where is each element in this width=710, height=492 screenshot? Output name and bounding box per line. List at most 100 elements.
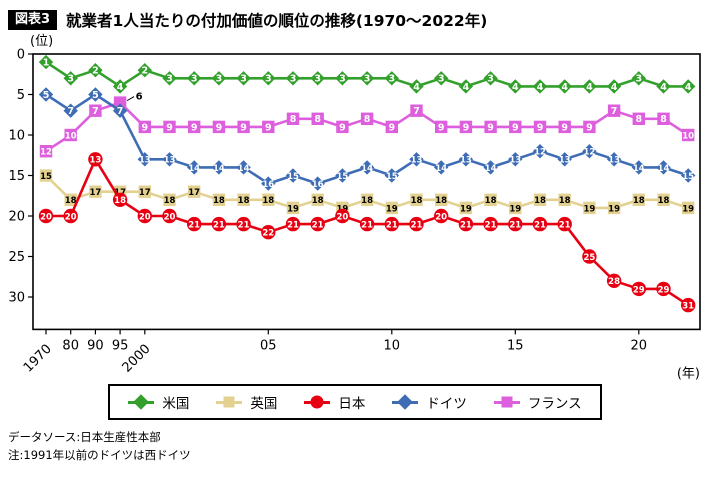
svg-text:05: 05 [260,338,277,353]
svg-text:18: 18 [361,196,373,206]
svg-text:4: 4 [611,82,618,93]
svg-text:18: 18 [559,196,571,206]
svg-text:18: 18 [114,196,126,206]
svg-text:20: 20 [435,212,447,222]
svg-text:21: 21 [509,221,521,231]
svg-text:4: 4 [561,82,568,93]
svg-text:15: 15 [40,172,52,182]
svg-text:7: 7 [117,106,124,117]
svg-text:4: 4 [117,82,124,93]
square-marker-icon [216,396,243,408]
svg-text:18: 18 [633,196,645,206]
svg-text:(位): (位) [30,34,53,49]
svg-text:29: 29 [633,285,645,295]
svg-text:20: 20 [631,338,648,353]
svg-text:5: 5 [17,88,25,103]
svg-text:14: 14 [238,164,250,174]
legend-label: 日本 [338,396,366,412]
svg-text:21: 21 [213,221,225,231]
svg-text:15: 15 [8,169,25,184]
svg-text:1: 1 [43,58,50,69]
svg-text:14: 14 [188,164,200,174]
svg-text:18: 18 [65,196,77,206]
svg-text:13: 13 [460,156,472,166]
svg-text:3: 3 [314,74,321,85]
svg-text:19: 19 [386,204,398,214]
legend-item-英国: 英国 [216,392,277,412]
svg-text:21: 21 [460,221,472,231]
svg-text:4: 4 [660,82,667,93]
svg-text:25: 25 [583,253,595,263]
svg-text:9: 9 [561,122,568,133]
svg-text:18: 18 [435,196,447,206]
svg-text:4: 4 [413,82,420,93]
svg-text:18: 18 [213,196,225,206]
svg-text:(年): (年) [677,366,700,381]
svg-text:3: 3 [290,74,297,85]
figure-header: 図表3 就業者1人当たりの付加価値の順位の推移(1970〜2022年) [0,0,710,32]
svg-text:8: 8 [364,114,371,125]
svg-text:9: 9 [586,122,593,133]
figure-number-badge: 図表3 [8,9,58,31]
svg-text:8: 8 [290,114,297,125]
svg-text:16: 16 [262,180,274,190]
square-marker-icon [493,396,520,408]
svg-text:19: 19 [583,204,595,214]
svg-text:2: 2 [92,66,99,77]
legend-label: ドイツ [426,396,467,412]
legend-label: フランス [527,396,582,412]
legend-label: 米国 [162,396,190,412]
svg-text:21: 21 [361,221,373,231]
svg-text:15: 15 [507,338,524,353]
svg-text:13: 13 [509,156,521,166]
svg-text:19: 19 [287,204,299,214]
svg-text:3: 3 [388,74,395,85]
svg-text:3: 3 [166,74,173,85]
svg-text:4: 4 [512,82,519,93]
svg-text:21: 21 [411,221,423,231]
svg-text:20: 20 [8,210,25,225]
svg-text:9: 9 [512,122,519,133]
svg-text:18: 18 [534,196,546,206]
svg-text:30: 30 [8,291,25,306]
svg-text:22: 22 [262,229,274,239]
svg-text:3: 3 [240,74,247,85]
svg-text:80: 80 [62,338,79,353]
svg-text:12: 12 [534,148,546,158]
svg-text:8: 8 [635,114,642,125]
svg-text:7: 7 [611,106,618,117]
svg-text:4: 4 [537,82,544,93]
svg-text:14: 14 [361,164,373,174]
svg-text:21: 21 [559,221,571,231]
svg-text:29: 29 [658,285,670,295]
svg-text:19: 19 [460,204,472,214]
svg-text:4: 4 [685,82,692,93]
svg-text:9: 9 [265,122,272,133]
svg-text:13: 13 [411,156,423,166]
svg-text:14: 14 [213,164,225,174]
svg-text:20: 20 [139,212,151,222]
svg-text:18: 18 [658,196,670,206]
svg-text:21: 21 [238,221,250,231]
svg-text:20: 20 [164,212,176,222]
svg-text:9: 9 [463,122,470,133]
svg-text:4: 4 [586,82,593,93]
svg-text:28: 28 [608,277,620,287]
svg-text:13: 13 [139,156,151,166]
svg-text:3: 3 [635,74,642,85]
svg-text:16: 16 [312,180,324,190]
svg-text:9: 9 [240,122,247,133]
svg-text:20: 20 [40,212,52,222]
figure-title: 就業者1人当たりの付加価値の順位の推移(1970〜2022年) [66,12,488,30]
svg-text:21: 21 [485,221,497,231]
legend-item-フランス: フランス [493,392,582,412]
svg-text:7: 7 [413,106,420,117]
svg-text:20: 20 [336,212,348,222]
legend-label: 英国 [250,396,278,412]
svg-text:17: 17 [139,188,151,198]
svg-text:17: 17 [188,188,200,198]
circle-marker-icon [304,395,331,409]
svg-text:9: 9 [438,122,445,133]
svg-text:9: 9 [537,122,544,133]
